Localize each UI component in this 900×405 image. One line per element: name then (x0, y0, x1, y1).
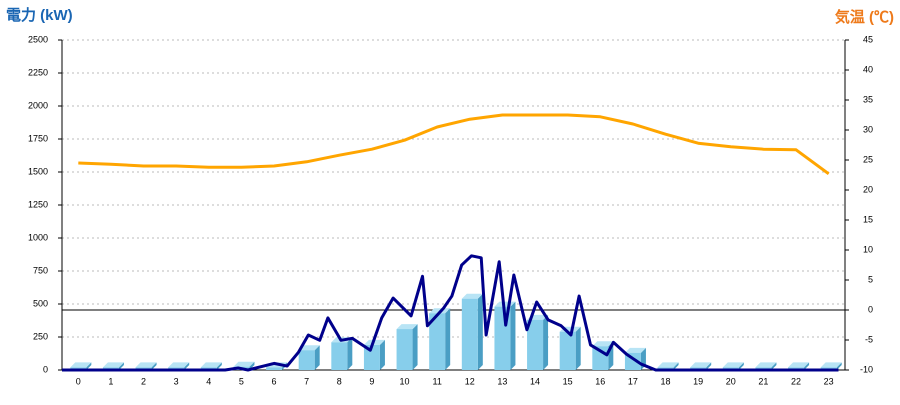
bar-side (804, 362, 810, 370)
bar-top (135, 362, 157, 368)
bar-top (722, 362, 744, 368)
x-tick-label: 15 (563, 376, 573, 386)
x-tick-label: 14 (530, 376, 540, 386)
bar-side (118, 362, 124, 370)
bar-side (543, 314, 549, 370)
line (62, 254, 839, 372)
y-tick-label: 2000 (28, 100, 48, 110)
bar-top (102, 362, 124, 368)
bar-top (200, 362, 222, 368)
x-tick-label: 4 (206, 376, 211, 386)
y-tick-label: 2250 (28, 67, 48, 77)
y-tick-label: 750 (33, 265, 48, 275)
bar (331, 342, 348, 370)
x-tick-label: 8 (337, 376, 342, 386)
bar (461, 298, 478, 370)
bar-side (347, 337, 353, 370)
y2-tick-label: 35 (863, 94, 873, 104)
bar-side (673, 362, 679, 370)
x-tick-label: 19 (693, 376, 703, 386)
bar-top (755, 362, 777, 368)
y-tick-label: 1250 (28, 199, 48, 209)
bar-side (445, 308, 451, 370)
bar-side (184, 362, 190, 370)
bar-top (298, 345, 320, 351)
bar (527, 319, 544, 370)
y2-tick-label: 20 (863, 184, 873, 194)
y2-tick-label: -5 (865, 334, 873, 344)
line (78, 113, 830, 176)
y-tick-label: 2500 (28, 34, 48, 44)
bar-side (379, 339, 385, 370)
y2-tick-label: 25 (863, 154, 873, 164)
bar (363, 344, 380, 370)
y-tick-label: 1000 (28, 232, 48, 242)
bar-side (706, 362, 712, 370)
bar-top (396, 324, 418, 330)
y2-tick-label: 0 (868, 304, 873, 314)
x-tick-label: 1 (108, 376, 113, 386)
bar-side (151, 362, 157, 370)
bar (559, 331, 576, 370)
y2-axis-title: 気温 (℃) (835, 8, 894, 26)
bar-top (233, 361, 255, 367)
x-tick-label: 9 (369, 376, 374, 386)
y-tick-label: 1750 (28, 133, 48, 143)
y-tick-label: 1500 (28, 166, 48, 176)
y2-tick-label: -10 (860, 364, 873, 374)
y2-tick-label: 45 (863, 34, 873, 44)
x-tick-label: 22 (791, 376, 801, 386)
bar-side (412, 324, 418, 370)
y2-tick-label: 5 (868, 274, 873, 284)
x-tick-label: 2 (141, 376, 146, 386)
y2-tick-label: 30 (863, 124, 873, 134)
x-tick-label: 18 (661, 376, 671, 386)
y-tick-label: 500 (33, 298, 48, 308)
bar-top (592, 341, 614, 347)
x-tick-label: 23 (824, 376, 834, 386)
y-tick-label: 250 (33, 331, 48, 341)
y2-tick-label: 40 (863, 64, 873, 74)
bar-top (624, 347, 646, 353)
x-tick-label: 7 (304, 376, 309, 386)
x-tick-label: 17 (628, 376, 638, 386)
bar-side (738, 362, 744, 370)
x-tick-label: 5 (239, 376, 244, 386)
bar-side (836, 362, 842, 370)
bar-side (771, 362, 777, 370)
x-tick-label: 0 (76, 376, 81, 386)
x-tick-label: 21 (758, 376, 768, 386)
bar-side (477, 293, 483, 370)
bar-top (168, 362, 190, 368)
y2-tick-label: 15 (863, 214, 873, 224)
bar-top (788, 362, 810, 368)
y-tick-label: 0 (43, 364, 48, 374)
bar-top (70, 362, 92, 368)
x-tick-label: 10 (400, 376, 410, 386)
x-tick-label: 6 (272, 376, 277, 386)
bar (266, 367, 283, 370)
bar-side (314, 345, 320, 370)
bar-side (575, 326, 581, 370)
x-tick-label: 13 (497, 376, 507, 386)
x-tick-label: 3 (174, 376, 179, 386)
bar-top (461, 293, 483, 299)
bar-side (510, 301, 516, 370)
bar-top (690, 362, 712, 368)
x-tick-label: 20 (726, 376, 736, 386)
y2-tick-label: 10 (863, 244, 873, 254)
x-tick-label: 16 (595, 376, 605, 386)
x-tick-label: 12 (465, 376, 475, 386)
bar (396, 329, 413, 370)
x-tick-label: 11 (433, 376, 442, 386)
bar (429, 313, 446, 370)
bar-top (820, 362, 842, 368)
bar-top (657, 362, 679, 368)
bar (298, 350, 315, 370)
y-axis-title: 電力 (kW) (6, 6, 73, 24)
bar-side (216, 362, 222, 370)
bar-side (86, 362, 92, 370)
